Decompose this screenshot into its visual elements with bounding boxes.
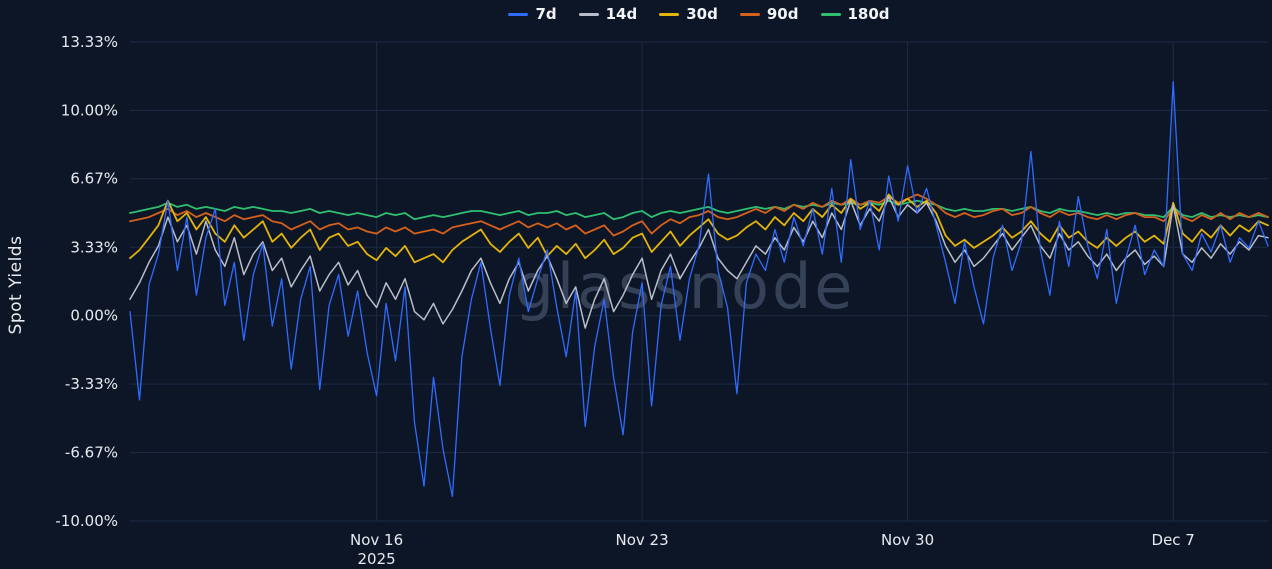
y-tick-label: -3.33% [65, 375, 118, 393]
legend-item-180d[interactable]: 180d [820, 5, 890, 23]
legend-label-180d: 180d [847, 5, 890, 23]
legend-item-7d[interactable]: 7d [508, 5, 557, 23]
y-tick-label: -10.00% [55, 512, 118, 530]
legend-label-90d: 90d [766, 5, 799, 23]
y-tick-label: -6.67% [65, 444, 118, 462]
legend-swatch-14d [578, 12, 599, 16]
legend-swatch-90d [739, 12, 760, 16]
x-tick-label: Nov 16 [350, 531, 403, 549]
legend-item-14d[interactable]: 14d [578, 5, 638, 23]
series-line-30d [129, 193, 1269, 264]
legend-item-30d[interactable]: 30d [659, 5, 718, 23]
y-tick-label: 13.33% [61, 33, 118, 51]
x-tick-sublabel: 2025 [358, 550, 396, 568]
legend-label-30d: 30d [686, 5, 718, 23]
series-line-90d [129, 193, 1269, 237]
legend: 7d 14d 30d 90d 180d [130, 5, 1268, 23]
x-tick-label: Nov 23 [616, 531, 669, 549]
series-line-7d [129, 80, 1269, 498]
watermark: glassnode [515, 250, 856, 323]
series-line-180d [129, 199, 1269, 221]
legend-label-7d: 7d [535, 5, 557, 23]
x-tick-label: Nov 30 [881, 531, 934, 549]
y-tick-label: 6.67% [70, 170, 118, 188]
y-tick-label: 3.33% [70, 238, 118, 256]
y-tick-label: 10.00% [61, 101, 118, 119]
x-tick-label: Dec 7 [1152, 531, 1195, 549]
y-tick-label: 0.00% [70, 307, 118, 325]
legend-swatch-7d [508, 12, 529, 16]
y-axis-title: Spot Yields [6, 235, 26, 334]
legend-label-14d: 14d [605, 5, 638, 23]
legend-swatch-30d [659, 12, 680, 16]
legend-item-90d[interactable]: 90d [739, 5, 799, 23]
legend-swatch-180d [820, 12, 841, 16]
